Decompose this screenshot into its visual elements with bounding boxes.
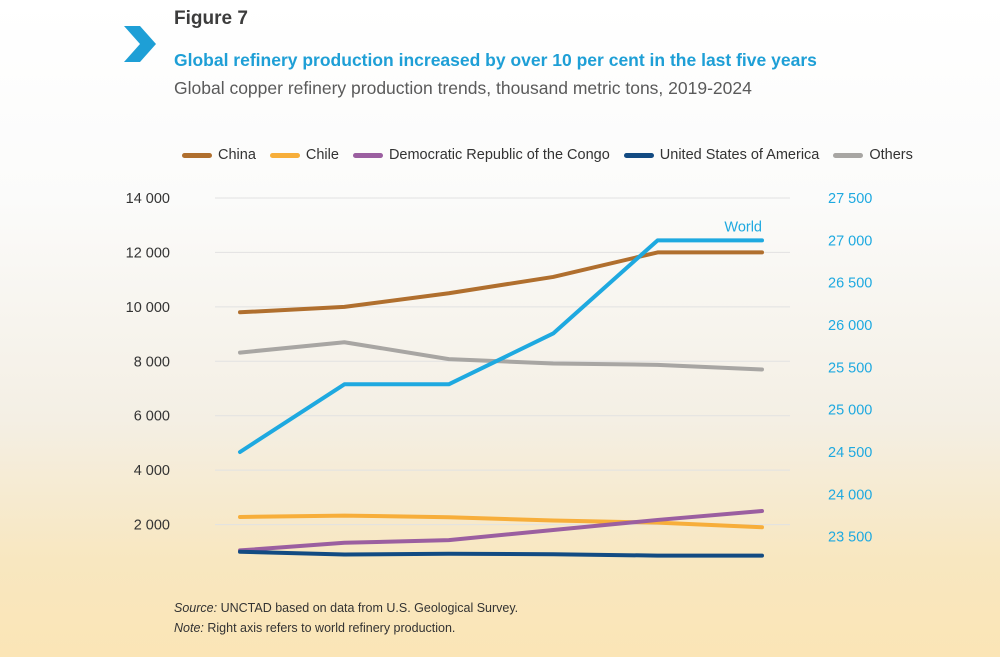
y-left-tick-label: 10 000: [126, 300, 170, 316]
y-right-tick-label: 25 000: [828, 403, 872, 419]
chevron-right-icon: [124, 26, 156, 62]
axis-note: Note: Right axis refers to world refiner…: [174, 621, 456, 635]
y-right-tick-label: 27 000: [828, 233, 872, 249]
y-right-tick-label: 26 000: [828, 318, 872, 334]
y-left-tick-label: 8 000: [134, 354, 170, 370]
y-left-tick-label: 12 000: [126, 245, 170, 261]
source-note: Source: UNCTAD based on data from U.S. G…: [174, 601, 519, 615]
chart-legend: China Chile Democratic Republic of the C…: [182, 147, 927, 163]
legend-item-drc: Democratic Republic of the Congo: [352, 147, 610, 163]
legend-swatch-china: [182, 152, 212, 158]
y-left-tick-label: 4 000: [134, 463, 170, 479]
y-right-tick-label: 27 500: [828, 191, 872, 207]
chart-notes: Source: UNCTAD based on data from U.S. G…: [174, 598, 518, 638]
legend-item-china: China: [182, 147, 256, 163]
legend-swatch-chile: [269, 152, 300, 158]
series-line-drc: [238, 508, 764, 553]
y-right-tick-label: 25 500: [828, 360, 872, 376]
legend-label-drc: Democratic Republic of the Congo: [388, 147, 610, 163]
series-line-world: [238, 238, 764, 454]
y-left-tick-label: 14 000: [126, 191, 170, 207]
series-line-chile: [238, 513, 764, 530]
series-line-china: [238, 250, 764, 315]
y-right-tick-label: 26 500: [828, 276, 872, 292]
legend-swatch-others: [833, 152, 864, 158]
legend-label-china: China: [218, 147, 256, 163]
world-annotation: World: [724, 219, 762, 235]
y-left-tick-label: 6 000: [134, 409, 170, 425]
legend-item-others: Others: [833, 147, 913, 163]
figure-title: Global refinery production increased by …: [174, 50, 817, 70]
legend-item-chile: Chile: [269, 147, 339, 163]
figure-subtitle: Global copper refinery production trends…: [174, 78, 752, 98]
legend-swatch-drc: [352, 152, 383, 158]
legend-label-usa: United States of America: [659, 147, 820, 163]
figure-label: Figure 7: [174, 8, 248, 29]
legend-item-usa: United States of America: [623, 147, 820, 163]
series-line-others: [238, 340, 764, 372]
y-left-tick-label: 2 000: [134, 518, 170, 534]
y-right-tick-label: 24 500: [828, 445, 872, 461]
legend-label-chile: Chile: [305, 147, 339, 163]
series-line-usa: [238, 549, 764, 558]
y-right-tick-label: 24 000: [828, 487, 872, 503]
legend-label-others: Others: [869, 147, 913, 163]
y-right-tick-label: 23 500: [828, 530, 872, 546]
legend-swatch-usa: [623, 152, 654, 158]
